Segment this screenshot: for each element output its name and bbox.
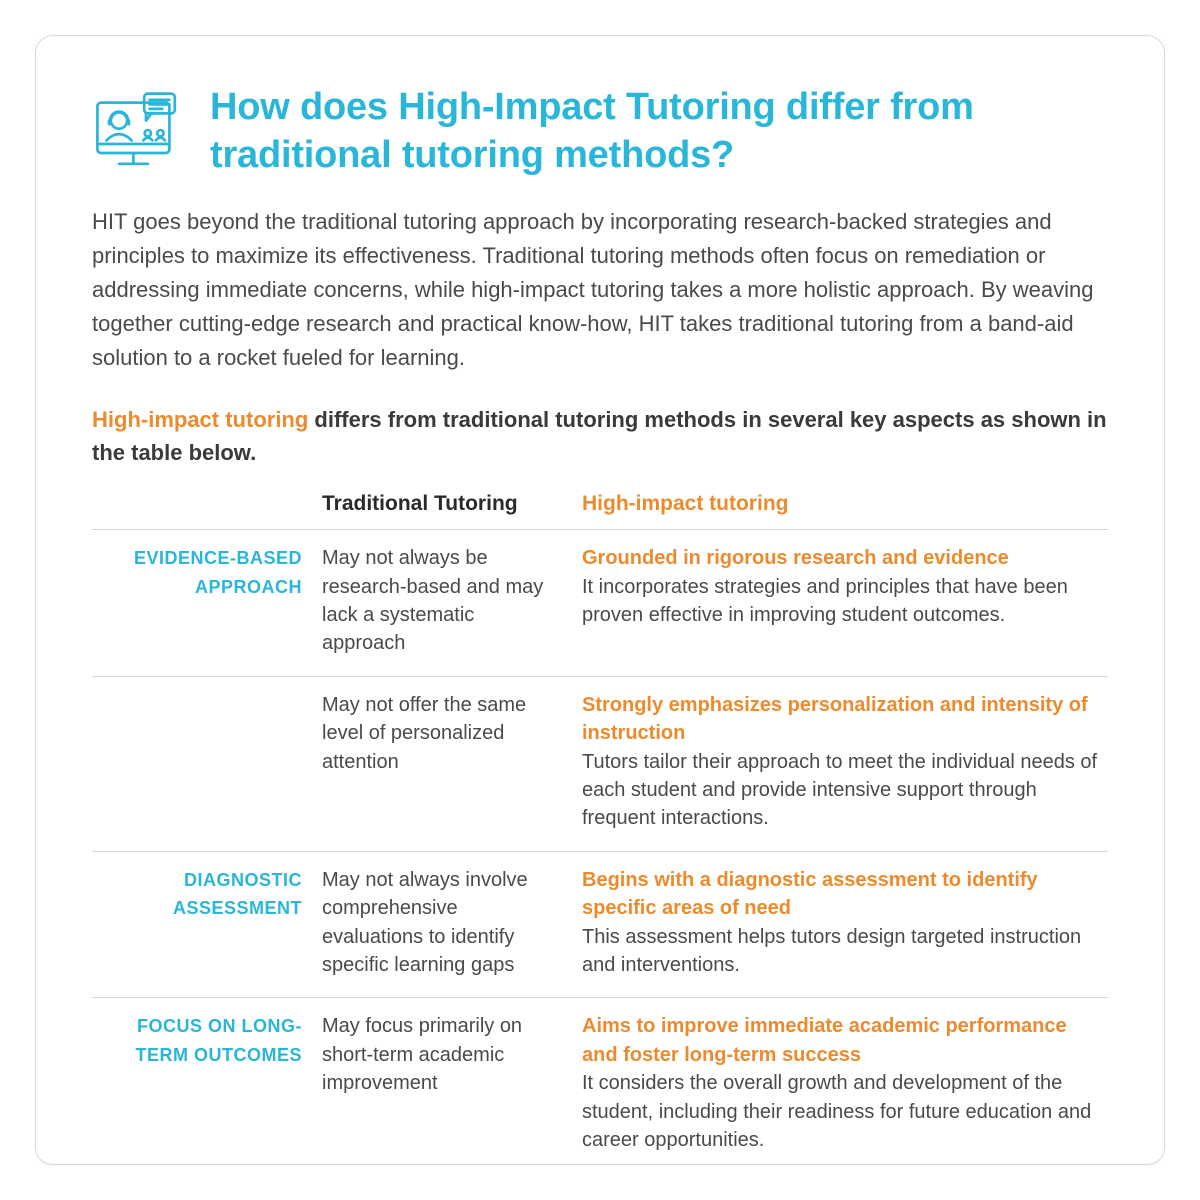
cell-traditional: May not offer the same level of personal…	[322, 676, 582, 851]
hit-lead: Strongly emphasizes personalization and …	[582, 691, 1098, 748]
header: How does High-Impact Tutoring differ fro…	[92, 84, 1108, 179]
hit-lead: Grounded in rigorous research and eviden…	[582, 544, 1098, 572]
table-header-row: Traditional Tutoring High-impact tutorin…	[92, 489, 1108, 529]
comparison-table: Traditional Tutoring High-impact tutorin…	[92, 489, 1108, 1172]
table-row: May not offer the same level of personal…	[92, 676, 1108, 851]
hit-body: It considers the overall growth and deve…	[582, 1069, 1098, 1154]
hit-body: It incorporates strategies and principle…	[582, 573, 1098, 630]
hit-body: Tutors tailor their approach to meet the…	[582, 748, 1098, 833]
hit-lead: Aims to improve immediate academic perfo…	[582, 1012, 1098, 1069]
table-row: EVIDENCE-BASED APPROACH May not always b…	[92, 530, 1108, 677]
cell-traditional: May not always involve comprehensive eva…	[322, 851, 582, 998]
page-title: How does High-Impact Tutoring differ fro…	[210, 84, 1108, 179]
cell-hit: Aims to improve immediate academic perfo…	[582, 998, 1108, 1172]
table-row: FOCUS ON LONG-TERM OUTCOMES May focus pr…	[92, 998, 1108, 1172]
subhead-highlight: High-impact tutoring	[92, 407, 308, 432]
row-label: FOCUS ON LONG-TERM OUTCOMES	[136, 1016, 303, 1064]
cell-traditional: May not always be research-based and may…	[322, 530, 582, 677]
hit-lead: Begins with a diagnostic assessment to i…	[582, 866, 1098, 923]
table-row: DIAGNOSTIC ASSESSMENT May not always inv…	[92, 851, 1108, 998]
subheading: High-impact tutoring differs from tradit…	[92, 403, 1108, 469]
row-label: DIAGNOSTIC ASSESSMENT	[173, 870, 302, 918]
cell-hit: Grounded in rigorous research and eviden…	[582, 530, 1108, 677]
col-header-hit: High-impact tutoring	[582, 489, 1108, 529]
info-card: How does High-Impact Tutoring differ fro…	[35, 35, 1165, 1165]
intro-paragraph: HIT goes beyond the traditional tutoring…	[92, 205, 1108, 375]
col-header-traditional: Traditional Tutoring	[322, 489, 582, 529]
hit-body: This assessment helps tutors design targ…	[582, 923, 1098, 980]
cell-hit: Strongly emphasizes personalization and …	[582, 676, 1108, 851]
cell-traditional: May focus primarily on short-term academ…	[322, 998, 582, 1172]
cell-hit: Begins with a diagnostic assessment to i…	[582, 851, 1108, 998]
row-label: EVIDENCE-BASED APPROACH	[134, 548, 302, 596]
online-tutor-icon	[92, 90, 182, 170]
